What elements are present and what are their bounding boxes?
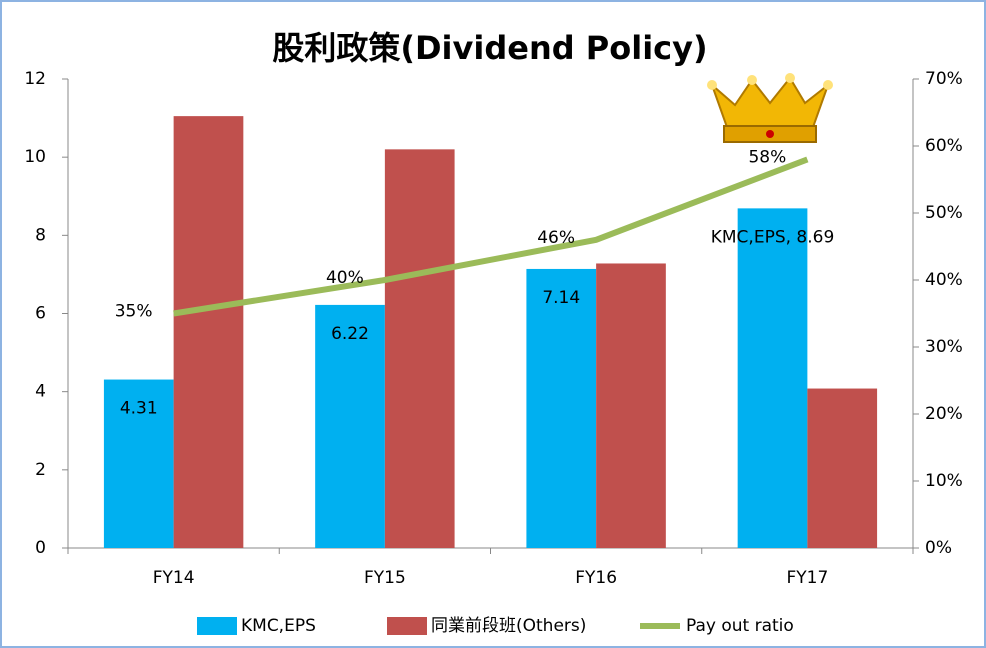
y-tick-label: 6 bbox=[35, 304, 46, 324]
data-label: 6.22 bbox=[331, 324, 369, 344]
line-label: 35% bbox=[115, 302, 153, 322]
line-label: 46% bbox=[537, 228, 575, 248]
x-tick-label: FY15 bbox=[364, 568, 406, 588]
x-tick-label: FY16 bbox=[575, 568, 617, 588]
line-label: 40% bbox=[326, 268, 364, 288]
bar bbox=[596, 263, 666, 548]
y-tick-label: 10 bbox=[24, 147, 46, 167]
legend-swatch bbox=[197, 617, 237, 635]
x-tick-label: FY14 bbox=[153, 568, 195, 588]
x-tick-label: FY17 bbox=[786, 568, 828, 588]
y2-tick-label: 30% bbox=[925, 337, 963, 357]
chart-title: 股利政策(Dividend Policy) bbox=[272, 29, 707, 67]
y-tick-label: 8 bbox=[35, 225, 46, 245]
data-label: 4.31 bbox=[120, 399, 158, 419]
chart: 股利政策(Dividend Policy) 0 2 4 6 8 10 12 0% 10% 20% 3… bbox=[0, 0, 986, 648]
y2-tick-label: 10% bbox=[925, 471, 963, 491]
y2-tick-label: 60% bbox=[925, 136, 963, 156]
bar bbox=[174, 116, 244, 548]
data-label: KMC,EPS, 8.69 bbox=[711, 227, 835, 247]
chart-frame bbox=[1, 1, 985, 647]
y-tick-label: 2 bbox=[35, 460, 46, 480]
y2-tick-label: 0% bbox=[925, 538, 952, 558]
y2-tick-label: 40% bbox=[925, 270, 963, 290]
legend-label: Pay out ratio bbox=[686, 616, 794, 636]
bar bbox=[738, 208, 808, 548]
y-tick-label: 0 bbox=[35, 538, 46, 558]
line-label: 58% bbox=[748, 147, 786, 167]
bar bbox=[526, 269, 596, 548]
y2-tick-label: 50% bbox=[925, 203, 963, 223]
bar bbox=[385, 149, 455, 548]
legend-label: KMC,EPS bbox=[241, 616, 316, 636]
y-tick-label: 12 bbox=[24, 69, 46, 89]
y2-tick-label: 70% bbox=[925, 69, 963, 89]
legend-label: 同業前段班(Others) bbox=[431, 616, 586, 636]
y-tick-label: 4 bbox=[35, 382, 46, 402]
data-label: 7.14 bbox=[542, 288, 580, 308]
y2-tick-label: 20% bbox=[925, 404, 963, 424]
bar bbox=[807, 389, 877, 548]
legend-swatch bbox=[387, 617, 427, 635]
